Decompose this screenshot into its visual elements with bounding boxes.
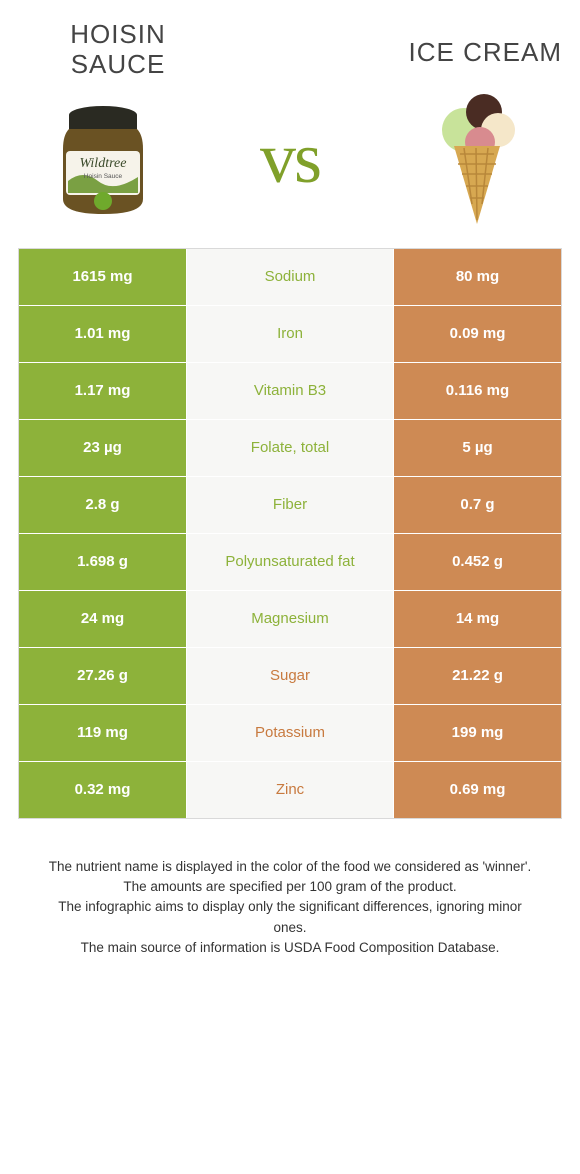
right-value: 0.116 mg: [393, 363, 561, 419]
table-row: 1615 mgSodium80 mg: [19, 249, 561, 306]
left-value: 24 mg: [19, 591, 187, 647]
table-row: 119 mgPotassium199 mg: [19, 705, 561, 762]
right-value: 0.452 g: [393, 534, 561, 590]
footer-line: The nutrient name is displayed in the co…: [46, 857, 534, 877]
table-row: 1.01 mgIron0.09 mg: [19, 306, 561, 363]
nutrient-label: Zinc: [187, 762, 393, 818]
nutrient-label: Potassium: [187, 705, 393, 761]
table-row: 27.26 gSugar21.22 g: [19, 648, 561, 705]
nutrition-table: 1615 mgSodium80 mg1.01 mgIron0.09 mg1.17…: [18, 248, 562, 819]
table-row: 0.32 mgZinc0.69 mg: [19, 762, 561, 819]
nutrient-label: Fiber: [187, 477, 393, 533]
title-right: Ice cream: [332, 20, 562, 68]
table-row: 24 mgMagnesium14 mg: [19, 591, 561, 648]
left-value: 23 µg: [19, 420, 187, 476]
nutrient-label: Polyunsaturated fat: [187, 534, 393, 590]
right-value: 21.22 g: [393, 648, 561, 704]
left-value: 2.8 g: [19, 477, 187, 533]
left-value: 27.26 g: [19, 648, 187, 704]
table-row: 2.8 gFiber0.7 g: [19, 477, 561, 534]
svg-text:Hoisin Sauce: Hoisin Sauce: [84, 173, 123, 180]
footer-line: The infographic aims to display only the…: [46, 897, 534, 938]
left-value: 1.698 g: [19, 534, 187, 590]
footer-line: The amounts are specified per 100 gram o…: [46, 877, 534, 897]
svg-text:Wildtree: Wildtree: [80, 156, 127, 171]
left-value: 1.01 mg: [19, 306, 187, 362]
table-row: 23 µgFolate, total5 µg: [19, 420, 561, 477]
right-value: 14 mg: [393, 591, 561, 647]
right-value: 199 mg: [393, 705, 561, 761]
right-value: 80 mg: [393, 249, 561, 305]
right-value: 0.69 mg: [393, 762, 561, 818]
nutrient-label: Magnesium: [187, 591, 393, 647]
left-value: 119 mg: [19, 705, 187, 761]
vs-label: vs: [260, 117, 320, 200]
hero-row: Wildtree Hoisin Sauce vs: [18, 94, 562, 224]
nutrient-label: Sugar: [187, 648, 393, 704]
right-value: 0.7 g: [393, 477, 561, 533]
left-value: 0.32 mg: [19, 762, 187, 818]
right-value: 0.09 mg: [393, 306, 561, 362]
left-value: 1.17 mg: [19, 363, 187, 419]
nutrient-label: Sodium: [187, 249, 393, 305]
header: Hoisinsauce Ice cream: [18, 20, 562, 80]
footer-notes: The nutrient name is displayed in the co…: [18, 857, 562, 958]
right-value: 5 µg: [393, 420, 561, 476]
left-value: 1615 mg: [19, 249, 187, 305]
hoisin-jar-image: Wildtree Hoisin Sauce: [28, 94, 178, 224]
ice-cream-image: [402, 94, 552, 224]
table-row: 1.17 mgVitamin B30.116 mg: [19, 363, 561, 420]
nutrient-label: Iron: [187, 306, 393, 362]
table-row: 1.698 gPolyunsaturated fat0.452 g: [19, 534, 561, 591]
nutrient-label: Folate, total: [187, 420, 393, 476]
nutrient-label: Vitamin B3: [187, 363, 393, 419]
title-left: Hoisinsauce: [18, 20, 218, 80]
footer-line: The main source of information is USDA F…: [46, 938, 534, 958]
